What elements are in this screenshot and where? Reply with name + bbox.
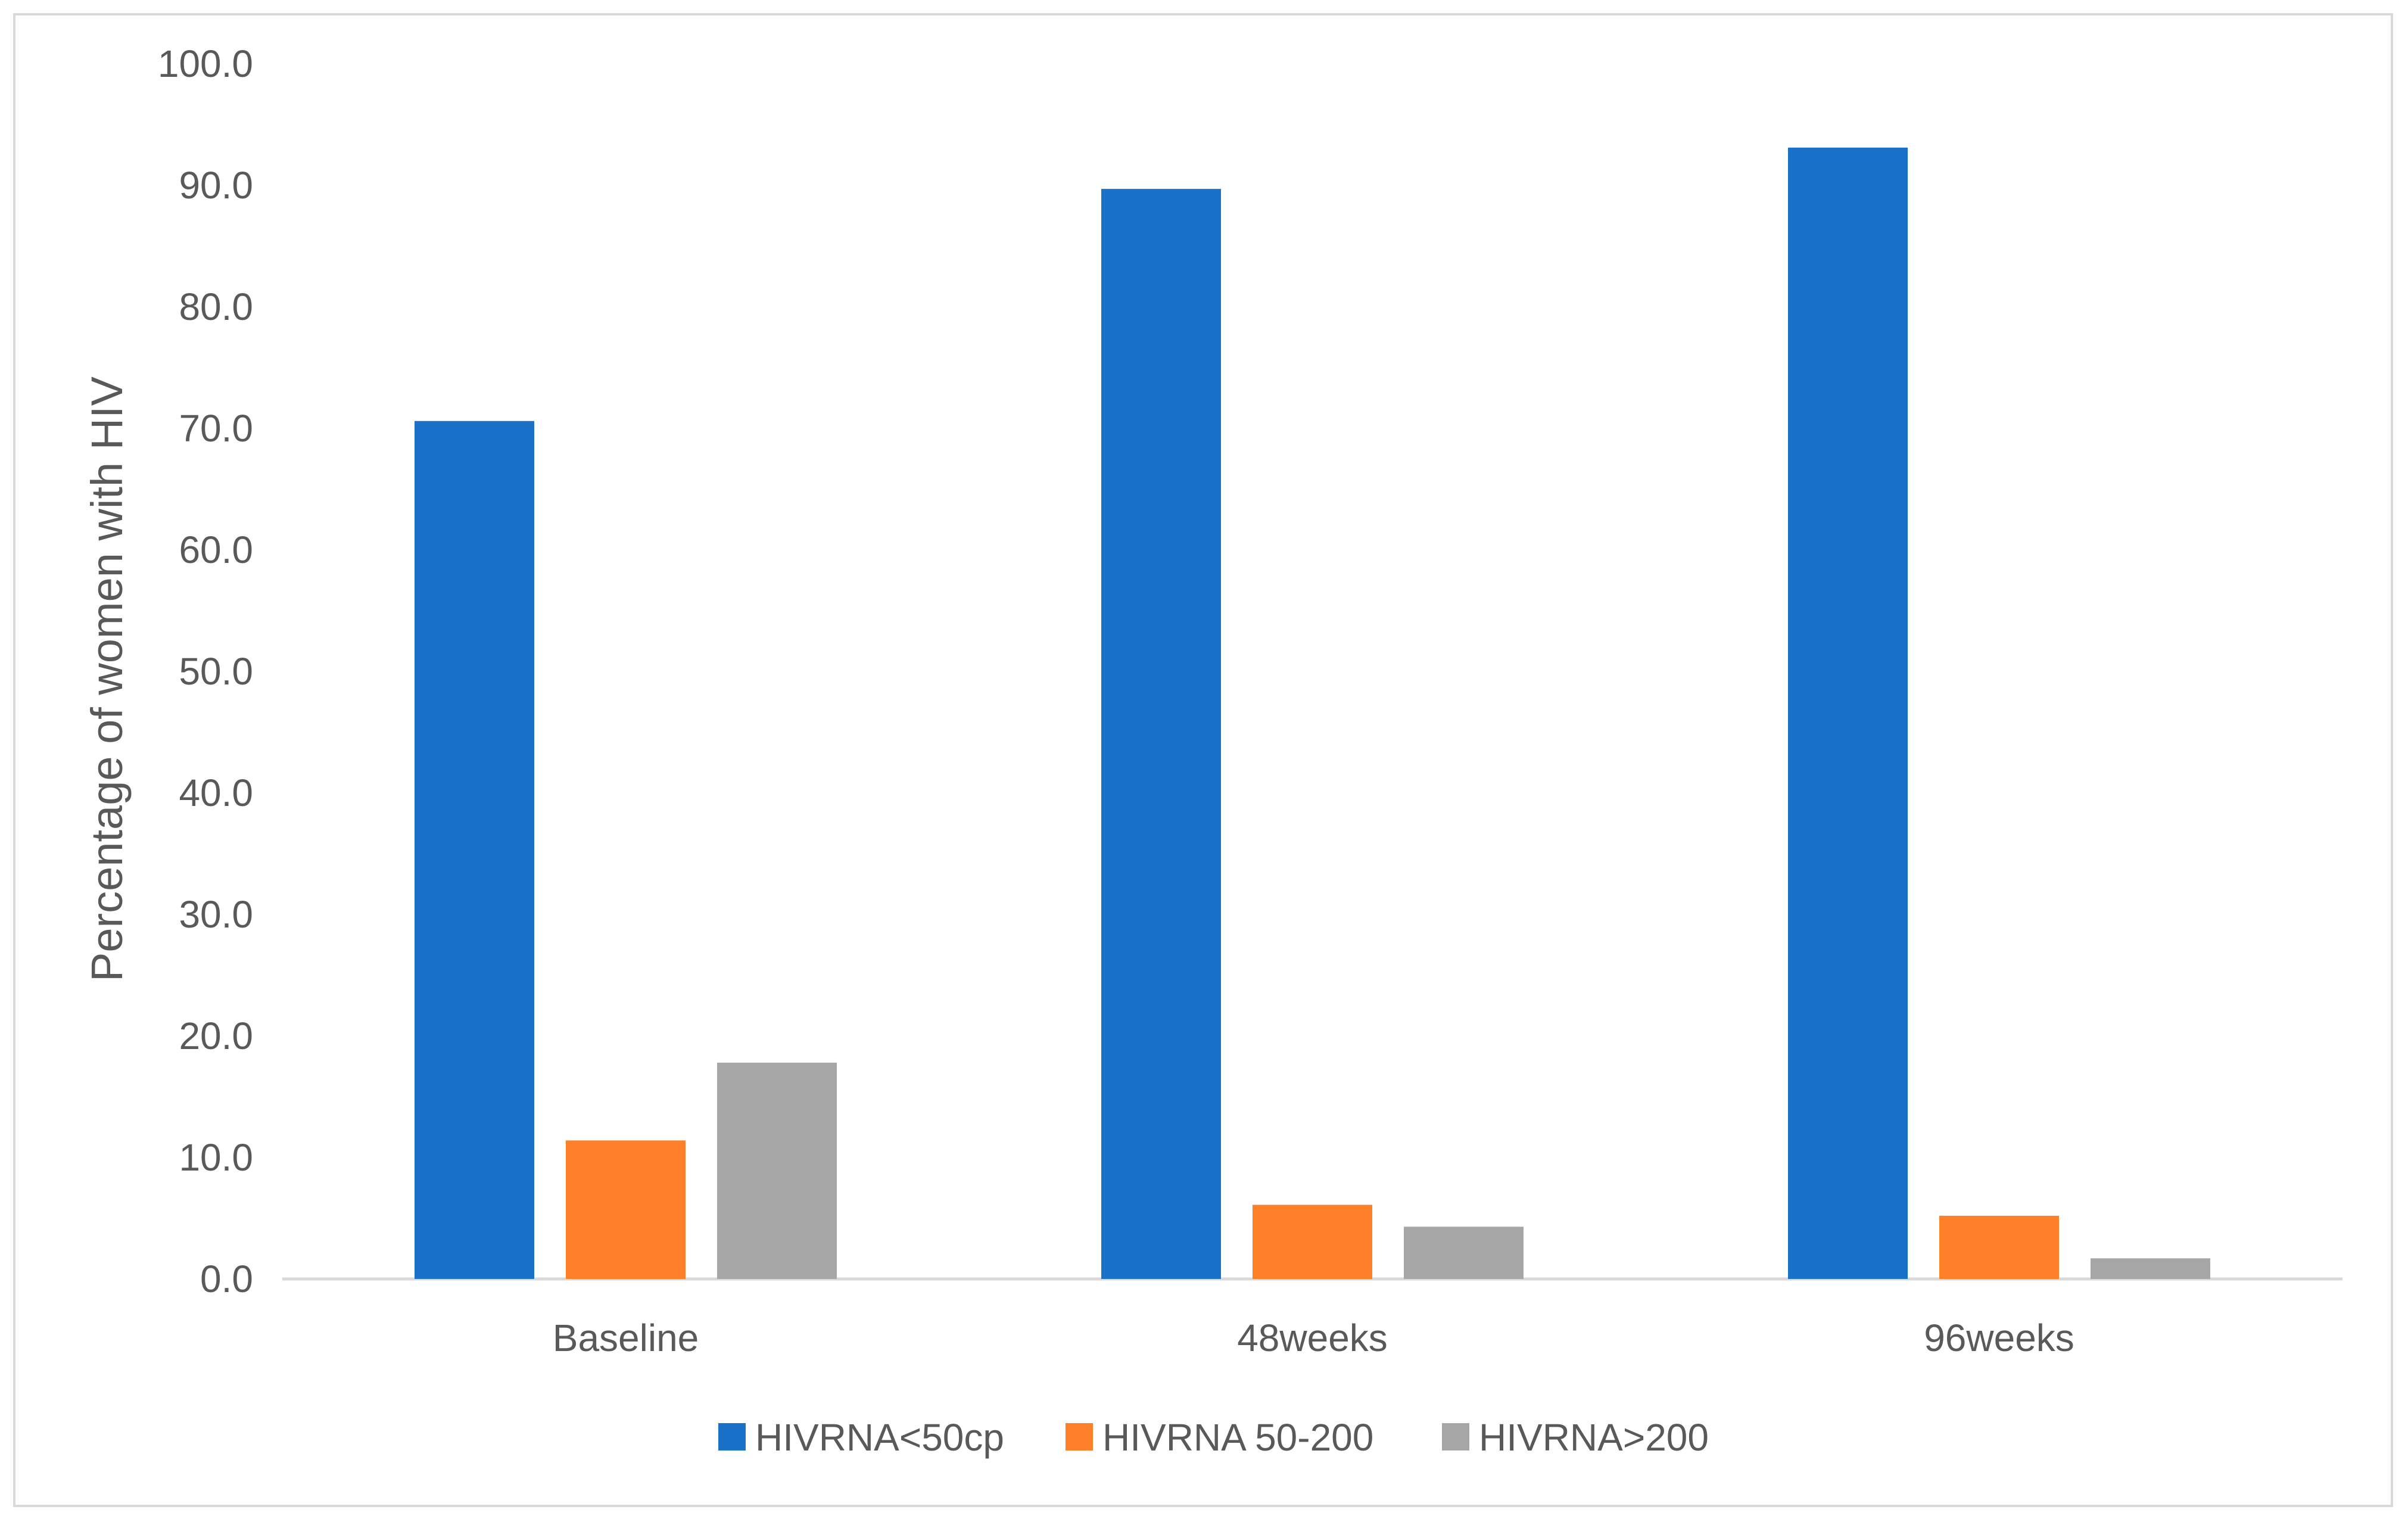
bar-48weeks-series-2 — [1253, 1204, 1372, 1279]
y-tick-label: 10.0 — [179, 1136, 253, 1179]
legend-swatch — [1066, 1423, 1093, 1451]
legend: HIVRNA<50cp HIVRNA 50-200 HIVRNA>200 — [718, 1416, 1709, 1459]
x-tick-label: 48weeks — [1237, 1316, 1388, 1359]
bars — [415, 147, 2210, 1279]
bar-96weeks-series-1 — [1788, 147, 1908, 1279]
legend-label: HIVRNA<50cp — [755, 1416, 1004, 1459]
bar-baseline-series-1 — [415, 421, 534, 1279]
y-axis-tick-labels: 0.0 10.0 20.0 30.0 40.0 50.0 60.0 70.0 80.0 90.0 1… — [158, 42, 253, 1300]
bar-baseline-series-2 — [566, 1140, 686, 1279]
y-tick-label: 70.0 — [179, 407, 253, 450]
y-tick-label: 40.0 — [179, 771, 253, 814]
legend-swatch — [718, 1423, 746, 1451]
y-tick-label: 50.0 — [179, 650, 253, 693]
bar-96weeks-series-2 — [1939, 1215, 2059, 1279]
bar-96weeks-series-3 — [2091, 1258, 2210, 1279]
x-tick-label: Baseline — [553, 1316, 699, 1359]
y-tick-label: 90.0 — [179, 164, 253, 207]
y-tick-label: 100.0 — [158, 42, 253, 85]
y-tick-label: 30.0 — [179, 893, 253, 936]
legend-label: HIVRNA>200 — [1479, 1416, 1709, 1459]
y-axis-title: Percentage of women with HIV — [82, 376, 132, 982]
y-tick-label: 60.0 — [179, 528, 253, 571]
legend-label: HIVRNA 50-200 — [1102, 1416, 1373, 1459]
y-tick-label: 20.0 — [179, 1014, 253, 1057]
x-tick-label: 96weeks — [1924, 1316, 2074, 1359]
bar-48weeks-series-1 — [1101, 189, 1221, 1279]
y-tick-label: 0.0 — [200, 1258, 253, 1300]
y-tick-label: 80.0 — [179, 285, 253, 328]
bar-baseline-series-3 — [717, 1062, 837, 1279]
x-axis-tick-labels: Baseline 48weeks 96weeks — [553, 1316, 2074, 1359]
legend-swatch — [1442, 1423, 1469, 1451]
bar-48weeks-series-3 — [1404, 1227, 1524, 1279]
